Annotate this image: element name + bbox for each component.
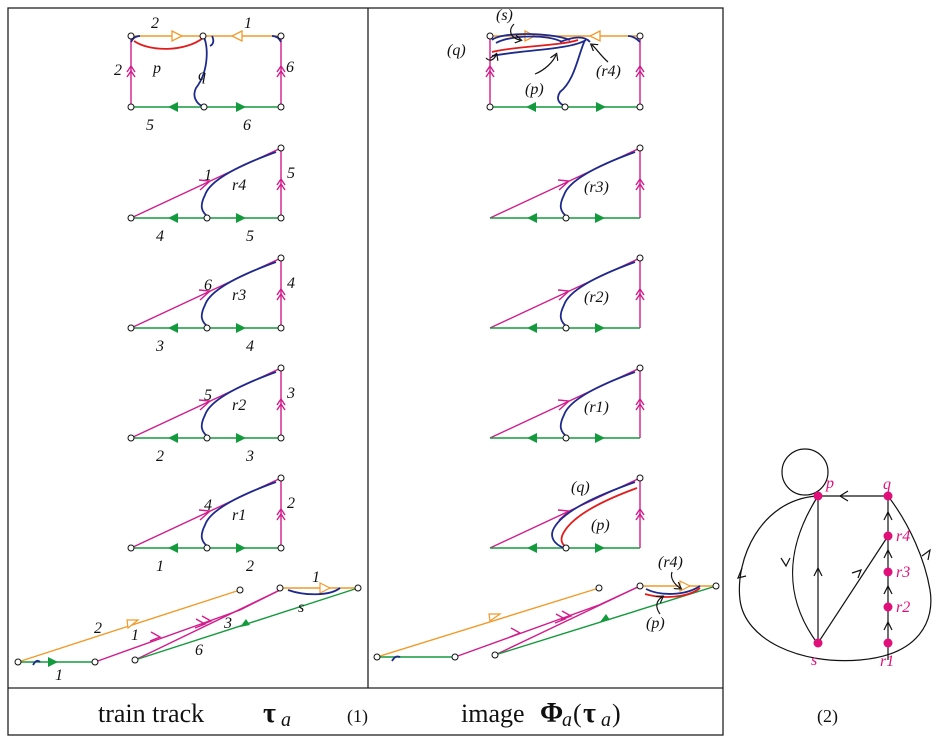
panel-image: (s) (q) (p) (r4) (r3)	[373, 7, 720, 731]
label-p: p	[152, 60, 161, 77]
caption-sub: a	[562, 709, 572, 731]
label: 1	[156, 558, 164, 575]
node-q	[883, 491, 893, 501]
panel-train-track: 2 1 2 p q 6 5 6 1 5 r4 4	[14, 15, 368, 731]
label: 1	[312, 569, 320, 586]
outer-edge	[738, 495, 932, 662]
node-label-s: s	[811, 652, 817, 669]
label: 1	[204, 167, 212, 184]
caption-paren-open: (	[573, 699, 582, 728]
image-triangle-r2: (r2)	[489, 254, 645, 333]
label: 4	[156, 228, 164, 245]
node-r1	[883, 638, 893, 648]
label: 6	[204, 277, 212, 294]
bottom-block: 2 1 1 3 6 1 s	[14, 569, 362, 684]
label: 6	[195, 642, 203, 659]
label: 1	[244, 15, 252, 32]
image-top-block: (s) (q) (p) (r4)	[447, 7, 645, 112]
frame	[7, 7, 724, 736]
image-bottom-block: (r4) (p)	[373, 554, 720, 662]
node-r3	[883, 567, 893, 577]
label-r1: r1	[232, 507, 246, 524]
label: 3	[286, 385, 295, 402]
label-s: s	[298, 599, 304, 616]
label: 6	[286, 59, 294, 76]
label: 1	[131, 627, 139, 644]
loop-edge	[781, 448, 829, 496]
caption-train-track: train track τ a (1)	[98, 698, 368, 731]
label-r4: (r4)	[596, 63, 621, 80]
node-label-r2: r2	[896, 599, 910, 616]
label-q: (q)	[447, 42, 466, 59]
label-r4: (r4)	[658, 554, 683, 571]
label-p: (p)	[646, 615, 665, 632]
label: 5	[146, 117, 154, 134]
triangle-r4: 1 5 r4 4 5	[127, 144, 295, 245]
node-label-p: p	[825, 475, 834, 492]
node-r4	[883, 531, 893, 541]
caption-symbol: τ	[263, 698, 276, 729]
graph-diagram: p q r4 r3 r2 s r1 (2)	[737, 448, 932, 727]
label: 2	[156, 448, 164, 465]
label-r4: r4	[232, 177, 246, 194]
triangle-r1: 4 2 r1 1 2	[127, 474, 295, 575]
label-r1: (r1)	[584, 399, 609, 416]
label-p: (p)	[525, 81, 544, 98]
label: 2	[114, 62, 122, 79]
caption-text: train track	[98, 699, 204, 728]
image-triangle-r1: (r1)	[489, 364, 645, 443]
label: 5	[246, 228, 254, 245]
caption-phi: Φ	[540, 698, 563, 729]
caption-paren-close: )	[612, 699, 621, 728]
node-r2	[883, 602, 893, 612]
label: 6	[243, 117, 251, 134]
image-triangle-r3: (r3)	[489, 144, 645, 223]
label: 4	[204, 497, 212, 514]
label: 2	[287, 495, 295, 512]
label-q: q	[198, 67, 206, 84]
label: 2	[94, 620, 102, 637]
label: 3	[223, 615, 232, 632]
label: 3	[155, 338, 164, 355]
caption-sub-2: a	[601, 709, 611, 731]
node-label-r3: r3	[896, 564, 910, 581]
label: 2	[151, 15, 159, 32]
triangle-r3: 6 4 r3 3 4	[127, 254, 295, 355]
node-label-r1: r1	[880, 653, 894, 670]
label-r2: (r2)	[584, 289, 609, 306]
label-r3: (r3)	[584, 179, 609, 196]
caption-sub: a	[281, 709, 291, 731]
label-s: (s)	[496, 7, 513, 24]
label-p: (p)	[591, 517, 610, 534]
label: 2	[246, 558, 254, 575]
label-r3: r3	[232, 287, 246, 304]
label: 5	[204, 387, 212, 404]
caption-tau: τ	[583, 698, 596, 729]
node-label-q: q	[883, 476, 891, 493]
label-r2: r2	[232, 397, 246, 414]
caption-image: image Φ a ( τ a )	[461, 698, 621, 731]
caption-text: image	[461, 699, 525, 728]
graph-number: (2)	[817, 706, 838, 727]
label: 1	[55, 667, 63, 684]
label-q: (q)	[571, 479, 590, 496]
label: 5	[287, 165, 295, 182]
top-block: 2 1 2 p q 6 5 6	[114, 15, 294, 134]
label: 3	[245, 448, 254, 465]
caption-number: (1)	[347, 706, 368, 727]
label: 4	[246, 338, 254, 355]
node-p	[813, 491, 823, 501]
image-triangle-qp: (q) (p)	[489, 474, 645, 553]
triangle-r2: 5 3 r2 2 3	[127, 364, 295, 465]
node-s	[813, 638, 823, 648]
node-label-r4: r4	[896, 528, 910, 545]
label: 4	[287, 275, 295, 292]
